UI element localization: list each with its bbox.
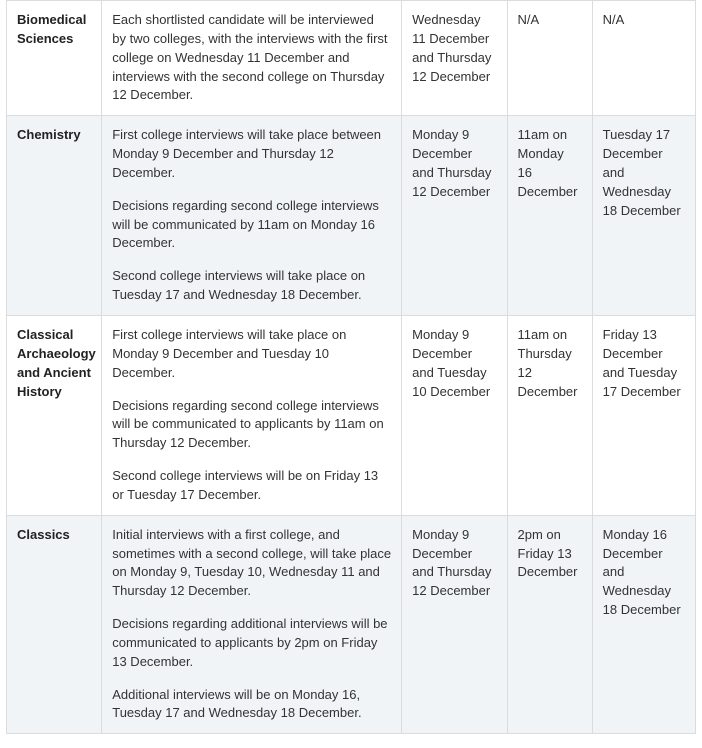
decision-by-cell: 2pm on Friday 13 December: [507, 515, 592, 734]
subject-cell: Biomedical Sciences: [7, 1, 102, 116]
table-row: Chemistry First college interviews will …: [7, 116, 696, 316]
second-dates-cell: Monday 16 December and Wednesday 18 Dece…: [592, 515, 695, 734]
table-body: Biomedical Sciences Each shortlisted can…: [7, 1, 696, 734]
details-paragraph: First college interviews will take place…: [112, 126, 391, 183]
table-row: Biomedical Sciences Each shortlisted can…: [7, 1, 696, 116]
decision-by-cell: N/A: [507, 1, 592, 116]
details-paragraph: Decisions regarding additional interview…: [112, 615, 391, 672]
decision-by-cell: 11am on Thursday 12 December: [507, 315, 592, 515]
subject-cell: Classics: [7, 515, 102, 734]
first-dates-cell: Wednesday 11 December and Thursday 12 De…: [402, 1, 507, 116]
details-paragraph: Second college interviews will be on Fri…: [112, 467, 391, 505]
details-paragraph: Decisions regarding second college inter…: [112, 197, 391, 254]
details-cell: Initial interviews with a first college,…: [102, 515, 402, 734]
details-paragraph: Decisions regarding second college inter…: [112, 397, 391, 454]
details-cell: First college interviews will take place…: [102, 116, 402, 316]
second-dates-cell: Friday 13 December and Tuesday 17 Decemb…: [592, 315, 695, 515]
subject-cell: Chemistry: [7, 116, 102, 316]
details-paragraph: Each shortlisted candidate will be inter…: [112, 11, 391, 105]
details-cell: Each shortlisted candidate will be inter…: [102, 1, 402, 116]
details-cell: First college interviews will take place…: [102, 315, 402, 515]
details-paragraph: Additional interviews will be on Monday …: [112, 686, 391, 724]
details-paragraph: First college interviews will take place…: [112, 326, 391, 383]
interview-timetable-table: Biomedical Sciences Each shortlisted can…: [6, 0, 696, 734]
first-dates-cell: Monday 9 December and Thursday 12 Decemb…: [402, 515, 507, 734]
first-dates-cell: Monday 9 December and Tuesday 10 Decembe…: [402, 315, 507, 515]
details-paragraph: Initial interviews with a first college,…: [112, 526, 391, 601]
decision-by-cell: 11am on Monday 16 December: [507, 116, 592, 316]
second-dates-cell: N/A: [592, 1, 695, 116]
table-row: Classics Initial interviews with a first…: [7, 515, 696, 734]
details-paragraph: Second college interviews will take plac…: [112, 267, 391, 305]
subject-cell: Classical Archaeology and Ancient Histor…: [7, 315, 102, 515]
table-row: Classical Archaeology and Ancient Histor…: [7, 315, 696, 515]
first-dates-cell: Monday 9 December and Thursday 12 Decemb…: [402, 116, 507, 316]
second-dates-cell: Tuesday 17 December and Wednesday 18 Dec…: [592, 116, 695, 316]
